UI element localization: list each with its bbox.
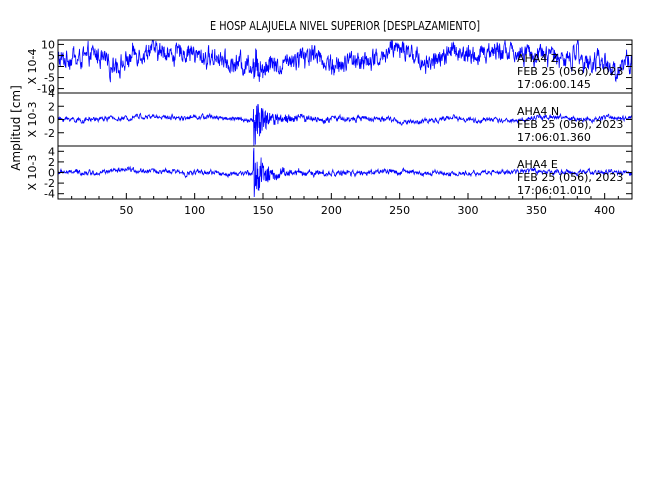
x-tick-label: 100 (184, 204, 205, 217)
x-tick-label: 150 (253, 204, 274, 217)
y-tick-label: -10 (37, 83, 55, 96)
channel-label: AHA4 N (517, 105, 559, 118)
y-tick-label: 0 (48, 167, 55, 180)
y-tick-label: 2 (48, 156, 55, 169)
waveform-aha4-e (58, 147, 632, 198)
y-tick-label: -2 (44, 127, 55, 140)
panel-scale-label: X 10-3 (26, 102, 39, 138)
date-label: FEB 25 (056), 2023 (517, 65, 623, 78)
x-tick-label: 400 (594, 204, 615, 217)
x-tick-label: 50 (119, 204, 133, 217)
y-tick-label: -5 (44, 72, 55, 85)
y-tick-label: 0 (48, 114, 55, 127)
time-label: 17:06:00.145 (517, 78, 591, 91)
channel-label: AHA4 E (517, 158, 558, 171)
x-tick-label: 250 (389, 204, 410, 217)
y-tick-label: 2 (48, 100, 55, 113)
y-tick-label: -2 (44, 177, 55, 190)
waveform-aha4-n (58, 104, 632, 146)
date-label: FEB 25 (056), 2023 (517, 118, 623, 131)
y-tick-label: 10 (41, 38, 55, 51)
channel-label: AHA4 Z (517, 52, 559, 65)
x-axis: 50 100 150 200 250 300 350 400 (71, 193, 619, 217)
x-tick-label: 300 (458, 204, 479, 217)
time-label: 17:06:01.010 (517, 184, 591, 197)
panel-scale-label: X 10-3 (26, 155, 39, 191)
x-tick-label: 350 (526, 204, 547, 217)
y-tick-label: -4 (44, 188, 55, 201)
panel-scale-label: X 10-4 (26, 49, 39, 85)
y-tick-label: 5 (48, 49, 55, 62)
x-tick-label: 200 (321, 204, 342, 217)
time-label: 17:06:01.360 (517, 131, 591, 144)
date-label: FEB 25 (056), 2023 (517, 171, 623, 184)
y-axis-label: Amplitud [cm] (9, 85, 23, 171)
y-tick-label: 4 (48, 87, 55, 100)
chart-title: E HOSP ALAJUELA NIVEL SUPERIOR [DESPLAZA… (210, 19, 480, 33)
y-tick-label: 0 (48, 61, 55, 74)
y-tick-label: 4 (48, 145, 55, 158)
waveform-aha4-z (58, 40, 632, 83)
